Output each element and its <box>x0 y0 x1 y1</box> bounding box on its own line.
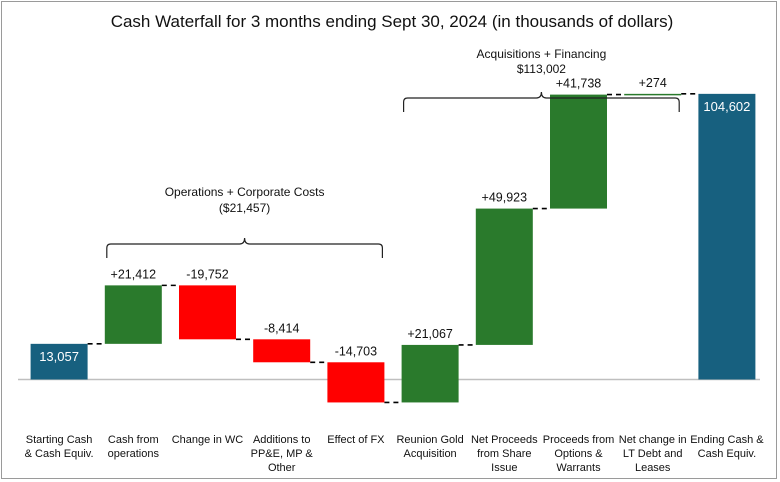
category-label: Net Proceeds from Share Issue <box>471 434 538 474</box>
data-label: 104,602 <box>703 99 750 114</box>
group-value: ($21,457) <box>219 201 270 215</box>
category-label-line: LT Debt and <box>623 448 683 460</box>
category-label-line: Cash from <box>108 434 159 446</box>
category-label-line: Warrants <box>556 462 601 474</box>
category-label: Additions to PP&E, MP & Other <box>251 434 314 474</box>
category-label-line: operations <box>108 448 160 460</box>
category-label-line: Options & <box>554 448 603 460</box>
category-label: Proceeds from Options & Warrants <box>543 434 615 474</box>
category-label-line: Ending Cash & <box>690 434 764 446</box>
category-label-line: Additions to <box>253 434 310 446</box>
data-label: -8,414 <box>264 321 299 335</box>
category-label-line: from Share <box>477 448 531 460</box>
data-label: -19,752 <box>186 267 228 281</box>
bar <box>698 93 756 380</box>
category-label: Effect of FX <box>327 434 385 446</box>
category-label-line: Cash Equiv. <box>698 448 757 460</box>
data-label: +274 <box>639 76 667 90</box>
category-label-line: Other <box>268 462 296 474</box>
category-label: Net change in LT Debt and Leases <box>619 434 687 474</box>
category-label-line: Net Proceeds <box>471 434 538 446</box>
bar <box>401 344 459 403</box>
category-label: Ending Cash & Cash Equiv. <box>690 434 764 460</box>
data-label: 13,057 <box>39 349 79 364</box>
category-label-line: Acquisition <box>403 448 456 460</box>
category-label-line: Reunion Gold <box>396 434 463 446</box>
bar <box>179 285 236 340</box>
category-label: Change in WC <box>172 434 244 446</box>
category-label-line: PP&E, MP & <box>251 448 314 460</box>
group-brace <box>106 237 383 258</box>
category-label-line: Starting Cash <box>26 434 93 446</box>
category-label-line: Net change in <box>619 434 687 446</box>
bar <box>624 93 682 96</box>
category-label-line: Effect of FX <box>327 434 385 446</box>
plot-area: 13,057 Starting Cash & Cash Equiv. +21,412 C… <box>18 47 764 474</box>
data-label: +41,738 <box>556 77 602 91</box>
bar <box>104 285 162 344</box>
category-label-line: Change in WC <box>172 434 244 446</box>
data-label: -14,703 <box>335 344 377 358</box>
category-label-line: Leases <box>635 462 671 474</box>
category-label-line: & Cash Equiv. <box>25 448 94 460</box>
group-title: Operations + Corporate Costs <box>165 185 325 199</box>
data-label: +21,412 <box>111 267 157 281</box>
group-brace <box>403 91 680 112</box>
bar <box>30 343 88 380</box>
bar <box>253 339 311 363</box>
category-label: Reunion Gold Acquisition <box>396 434 463 460</box>
bar <box>475 208 533 345</box>
chart-title: Cash Waterfall for 3 months ending Sept … <box>111 12 674 31</box>
bar <box>327 362 385 403</box>
category-label: Cash from operations <box>108 434 160 460</box>
category-label-line: Issue <box>491 462 517 474</box>
data-label: +21,067 <box>407 327 453 341</box>
bar <box>550 94 607 209</box>
group-value: $113,002 <box>517 62 566 76</box>
group-title: Acquisitions + Financing <box>477 47 607 61</box>
category-label-line: Proceeds from <box>543 434 615 446</box>
category-label: Starting Cash & Cash Equiv. <box>25 434 94 460</box>
data-label: +49,923 <box>482 191 528 205</box>
